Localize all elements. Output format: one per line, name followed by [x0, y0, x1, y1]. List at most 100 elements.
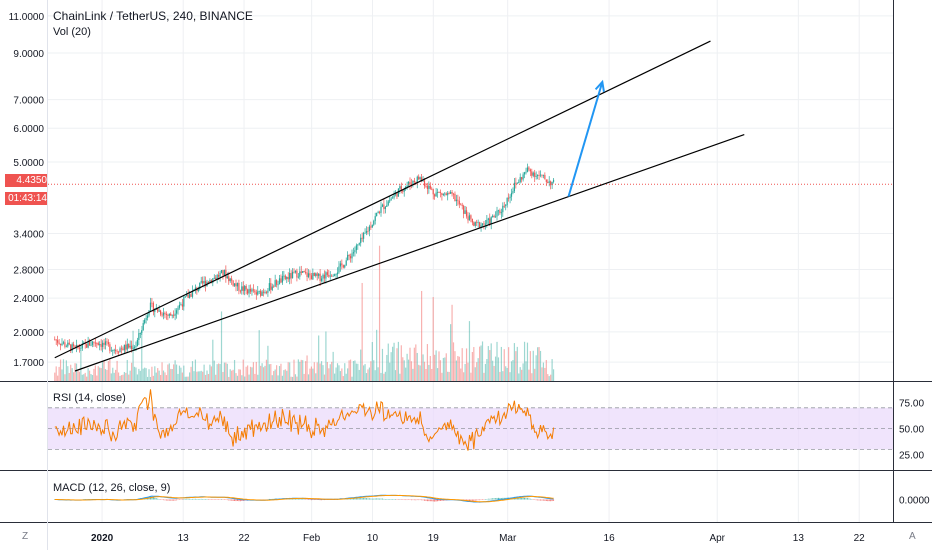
volume-bar	[529, 351, 531, 381]
volume-bar	[57, 375, 59, 381]
volume-bar	[215, 374, 217, 381]
candle-body	[467, 216, 469, 221]
volume-bar	[284, 369, 286, 381]
candle-body	[104, 341, 107, 345]
volume-bar	[548, 376, 550, 381]
candle-body	[484, 223, 487, 225]
volume-bar	[489, 350, 491, 381]
rsi-tick-label: 75.00	[899, 399, 924, 410]
volume-bar	[97, 366, 99, 381]
volume-legend[interactable]: Vol (20)	[53, 26, 91, 38]
volume-bar	[358, 369, 360, 381]
candle-body	[81, 343, 83, 349]
zoom-reset-button[interactable]: Z	[22, 531, 29, 542]
macd-histogram-bar	[413, 499, 415, 501]
candle-body	[171, 314, 173, 316]
volume-bar	[434, 354, 436, 381]
candle-body	[242, 286, 244, 291]
candle-body	[550, 181, 552, 186]
candle-body	[344, 265, 346, 268]
volume-bar	[451, 304, 453, 381]
macd-histogram-bar	[239, 499, 241, 502]
volume-bar	[255, 361, 257, 381]
macd-histogram-bar	[319, 499, 321, 501]
macd-histogram-bar	[493, 498, 495, 500]
macd-legend[interactable]: MACD (12, 26, close, 9)	[53, 482, 171, 494]
time-tick-label: 2020	[91, 533, 114, 544]
volume-bar	[251, 367, 253, 381]
candle-body	[68, 342, 70, 345]
volume-bar	[381, 348, 384, 381]
volume-bar	[438, 351, 440, 381]
candle-body	[486, 219, 488, 224]
volume-bar	[261, 363, 263, 381]
trendline	[74, 133, 745, 372]
candle-body	[532, 172, 534, 176]
candle-body	[270, 283, 272, 290]
macd-histogram-bar	[529, 498, 531, 500]
volume-bar	[326, 362, 328, 381]
auto-scale-button[interactable]: A	[909, 531, 916, 542]
volume-bar	[431, 368, 433, 381]
macd-histogram-bar	[441, 499, 443, 501]
candle-body	[144, 319, 146, 324]
trendline-drawings[interactable]	[54, 40, 745, 372]
volume-bar	[447, 371, 449, 381]
volume-bar	[152, 375, 154, 381]
candle-body	[431, 188, 433, 190]
price-axis[interactable]: 11.0000 9.0000 7.0000 6.0000 5.0000 3.4000 2.8…	[9, 12, 930, 507]
volume-bar	[426, 344, 429, 381]
volume-bar	[151, 366, 153, 381]
volume-bar	[347, 368, 349, 381]
volume-bar	[354, 360, 356, 381]
volume-bar	[445, 353, 447, 381]
candle-body	[96, 342, 98, 344]
macd-histogram-bar	[432, 499, 434, 502]
macd-histogram-bar	[168, 499, 170, 501]
candle-body	[190, 294, 192, 297]
macd-histogram-bar	[550, 499, 552, 502]
candle-body	[220, 270, 223, 273]
rsi-legend[interactable]: RSI (14, close)	[53, 392, 126, 404]
macd-histogram-bar	[525, 498, 527, 500]
rsi-tick-label: 25.00	[899, 451, 924, 462]
macd-histogram-bar	[524, 498, 526, 500]
candle-body	[274, 280, 276, 287]
volume-bar	[312, 368, 314, 381]
candle-body	[444, 193, 446, 195]
macd-histogram-bar	[468, 499, 470, 501]
macd-histogram-bar	[522, 497, 524, 500]
candle-body	[165, 313, 168, 315]
candle-body	[465, 210, 468, 217]
volume-bar	[293, 359, 295, 381]
candle-body	[438, 191, 440, 193]
volume-bar	[271, 375, 273, 381]
volume-bar	[86, 376, 88, 381]
time-axis[interactable]: 2020 13 22 Feb 10 19 Mar 16 Apr 13 22	[91, 533, 865, 544]
volume-bar	[74, 363, 76, 381]
volume-bar	[452, 342, 455, 381]
macd-histogram-bar	[199, 498, 201, 500]
volume-bar	[132, 330, 134, 381]
candle-body	[102, 342, 104, 347]
volume-bar	[242, 359, 244, 381]
macd-histogram-bar	[480, 499, 482, 500]
volume-bar	[68, 372, 70, 381]
volume-bar	[429, 356, 431, 381]
candle-body	[233, 283, 236, 286]
candle-body	[539, 174, 542, 176]
macd-histogram-bar	[173, 499, 175, 501]
price-tick-label: 2.0000	[13, 328, 44, 339]
candle-body	[174, 313, 176, 316]
volume-bar	[532, 350, 534, 381]
candle-body	[254, 290, 256, 293]
volume-bar	[241, 375, 243, 381]
volume-bar	[274, 369, 276, 381]
symbol-legend[interactable]: ChainLink / TetherUS, 240, BINANCE	[53, 9, 253, 23]
volume-bar	[376, 329, 378, 381]
macd-histogram-bar	[54, 499, 56, 500]
candle-body	[477, 222, 479, 224]
macd-histogram-bar	[170, 499, 172, 501]
